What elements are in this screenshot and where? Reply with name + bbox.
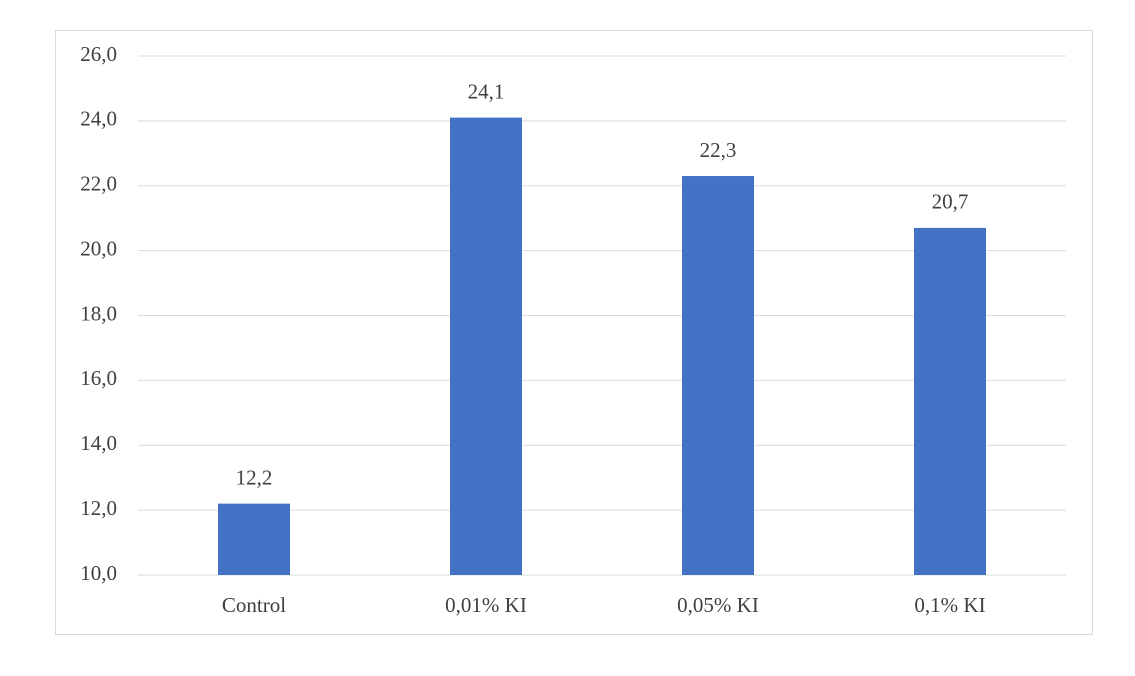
data-label: 20,7	[932, 190, 969, 214]
x-tick-label: Control	[222, 593, 286, 617]
y-tick-label: 18,0	[80, 301, 117, 325]
bar	[218, 503, 290, 575]
y-tick-label: 24,0	[80, 107, 117, 131]
bar	[682, 176, 754, 576]
y-tick-label: 10,0	[80, 561, 117, 585]
bar	[450, 117, 522, 575]
x-tick-label: 0,1% KI	[914, 593, 985, 617]
data-label: 22,3	[700, 138, 737, 162]
x-tick-label: 0,05% KI	[677, 593, 759, 617]
y-tick-label: 26,0	[80, 42, 117, 66]
y-tick-label: 12,0	[80, 496, 117, 520]
bar	[914, 227, 986, 575]
data-label: 12,2	[236, 465, 273, 489]
x-tick-label: 0,01% KI	[445, 593, 527, 617]
y-tick-label: 16,0	[80, 366, 117, 390]
data-label: 24,1	[468, 79, 505, 103]
y-tick-label: 14,0	[80, 431, 117, 455]
y-tick-label: 20,0	[80, 236, 117, 260]
y-tick-label: 22,0	[80, 172, 117, 196]
